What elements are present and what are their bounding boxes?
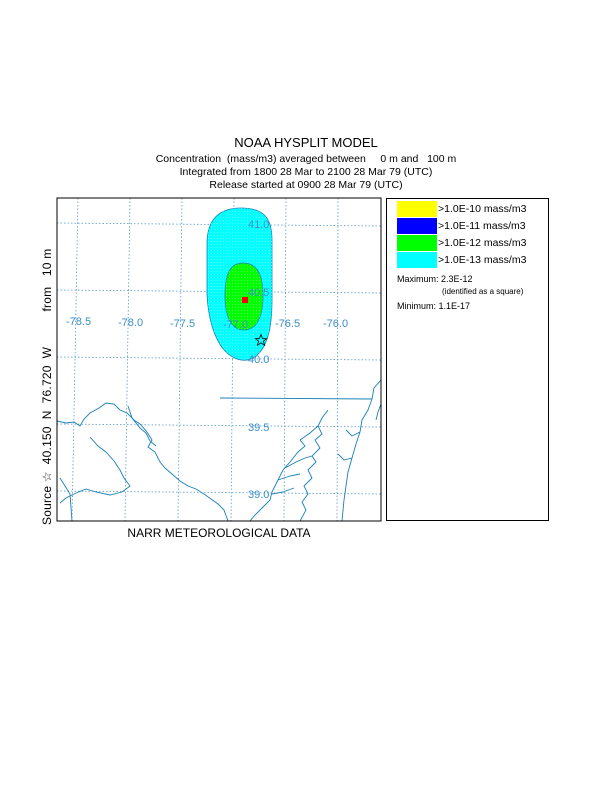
potomac-branch [127,405,157,447]
west-virginia-border [57,402,229,521]
legend-swatch-1e-12 [397,235,437,251]
lat-line-39-0 [57,490,381,495]
delmarva-east [341,398,373,521]
mason-dixon-line [219,397,373,400]
source-star-icon [254,333,268,347]
lat-label-39-5: 39.5 [248,422,269,434]
legend-label-1e-12: >1.0E-12 mass/m3 [438,237,527,249]
lon-label-78-5: -78.5 [66,316,91,328]
legend-label-1e-11: >1.0E-11 mass/m3 [438,220,526,232]
chesapeake-bay-east [299,409,329,521]
maximum-value: Maximum: 2.3E-12 [397,274,473,284]
lon-line-78-5 [71,198,79,521]
potomac-river [59,436,131,504]
lon-line-76-5 [283,198,287,521]
lat-line-40-0 [57,356,381,361]
chesapeake-inlets-3 [277,473,301,481]
lat-line-39-5 [57,423,381,428]
chesapeake-bay-west [249,439,306,521]
plume-core-texture [225,263,263,330]
legend: >1.0E-10 mass/m3 >1.0E-11 mass/m3 >1.0E-… [386,198,549,521]
lon-label-77-0: -77.0 [223,319,248,331]
boundaries [57,379,381,521]
map-frame [56,197,382,522]
source-location-label: Source ☆ 40.150 N 76.720 W from 10 m [40,248,54,525]
meteorological-data-label: NARR METEOROLOGICAL DATA [127,526,311,540]
lat-label-40-0: 40.0 [248,354,269,366]
chesapeake-inlets-4 [271,487,295,495]
lon-line-78-0 [124,198,131,521]
release-time: Release started at 0900 28 Mar 79 (UTC) [209,179,403,191]
shore-detail-1 [345,429,361,437]
delaware-border [371,379,381,400]
shore-detail-2 [337,453,353,461]
plot-title: NOAA HYSPLIT MODEL [234,135,378,150]
legend-label-1e-13: >1.0E-13 mass/m3 [438,254,527,266]
lon-line-76-0 [336,198,339,521]
delaware-bay [375,403,381,421]
legend-label-1e-10: >1.0E-10 mass/m3 [438,203,527,215]
lon-label-78-0: -78.0 [118,317,143,329]
legend-swatch-1e-13 [397,252,437,268]
lon-label-76-5: -76.5 [275,318,300,330]
concentration-subtitle: Concentration (mass/m3) averaged between… [155,153,457,165]
chesapeake-inlets-2 [284,455,313,469]
maximum-square [242,297,248,303]
legend-swatch-1e-10 [397,201,437,217]
maximum-note: (identified as a square) [442,287,524,296]
integration-period: Integrated from 1800 28 Mar to 2100 28 M… [179,166,433,178]
lon-label-77-5: -77.5 [170,318,195,330]
minimum-value: Minimum: 1.1E-17 [397,301,471,311]
lat-label-41-0: 41.0 [248,219,269,231]
lon-line-77-5 [177,198,183,521]
lat-label-39-0: 39.0 [248,489,269,501]
legend-swatch-1e-11 [397,218,437,234]
chesapeake-inlets-1 [299,425,319,441]
western-border [59,477,73,521]
lon-label-76-0: -76.0 [323,318,348,330]
concentration-plume [206,207,273,361]
lat-label-40-5: 40.5 [248,287,269,299]
